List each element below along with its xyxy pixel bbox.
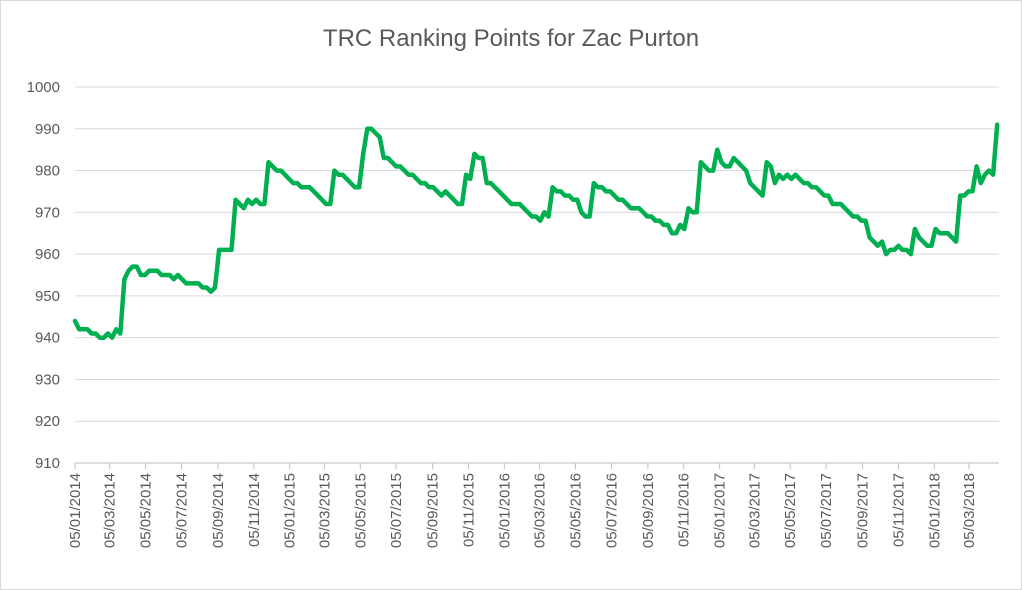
x-tick-label: 05/09/2015 [425,473,442,548]
x-tick-label: 05/05/2016 [568,473,585,548]
x-tick-label: 05/09/2016 [640,473,657,548]
y-tick-label: 960 [35,246,60,263]
x-tick-label: 05/09/2017 [855,473,872,548]
x-tick-label: 05/03/2014 [102,473,119,548]
y-tick-label: 980 [35,163,60,180]
x-axis-labels: 05/01/2014 05/03/2014 05/05/2014 05/07/2014… [67,473,978,548]
x-tick-label: 05/07/2015 [388,473,405,548]
x-tick-label: 05/01/2017 [712,473,729,548]
x-tick-label: 05/03/2016 [532,473,549,548]
x-tick-label: 05/07/2014 [173,473,190,548]
x-tick-label: 05/03/2018 [961,473,978,548]
y-tick-label: 950 [35,288,60,305]
x-tick-label: 05/11/2017 [890,473,907,547]
y-tick-label: 920 [35,413,60,430]
x-tick-label: 05/05/2017 [782,473,799,548]
y-tick-label: 1000 [27,79,60,96]
x-tick-label: 05/03/2017 [746,473,763,548]
y-tick-label: 970 [35,204,60,221]
series-layer [72,122,1000,340]
x-tick-label: 05/01/2014 [67,473,84,548]
x-tick-label: 05/09/2014 [210,473,227,548]
y-axis-labels: 910 920 930 940 950 960 970 980 990 1000 [27,79,60,472]
x-tick-label: 05/11/2015 [460,473,477,547]
x-tick-label: 05/01/2018 [926,473,943,548]
series-line [72,122,1000,340]
chart-title: TRC Ranking Points for Zac Purton [322,25,700,52]
x-tick-label: 05/05/2015 [352,473,369,548]
x-tick-label: 05/11/2014 [246,473,263,547]
x-tick-label: 05/03/2015 [316,473,333,548]
y-tick-label: 940 [35,330,60,347]
y-tick-label: 910 [35,455,60,472]
x-tick-label: 05/07/2016 [603,473,620,548]
y-tick-label: 930 [35,371,60,388]
x-tick-label: 05/01/2016 [496,473,513,548]
x-tick-label: 05/07/2017 [818,473,835,548]
gridlines [75,86,999,422]
x-tick-label: 05/01/2015 [282,473,299,548]
y-tick-label: 990 [35,121,60,138]
x-axis [74,462,999,469]
x-tick-label: 05/11/2016 [676,473,693,547]
x-tick-label: 05/05/2014 [138,473,155,548]
